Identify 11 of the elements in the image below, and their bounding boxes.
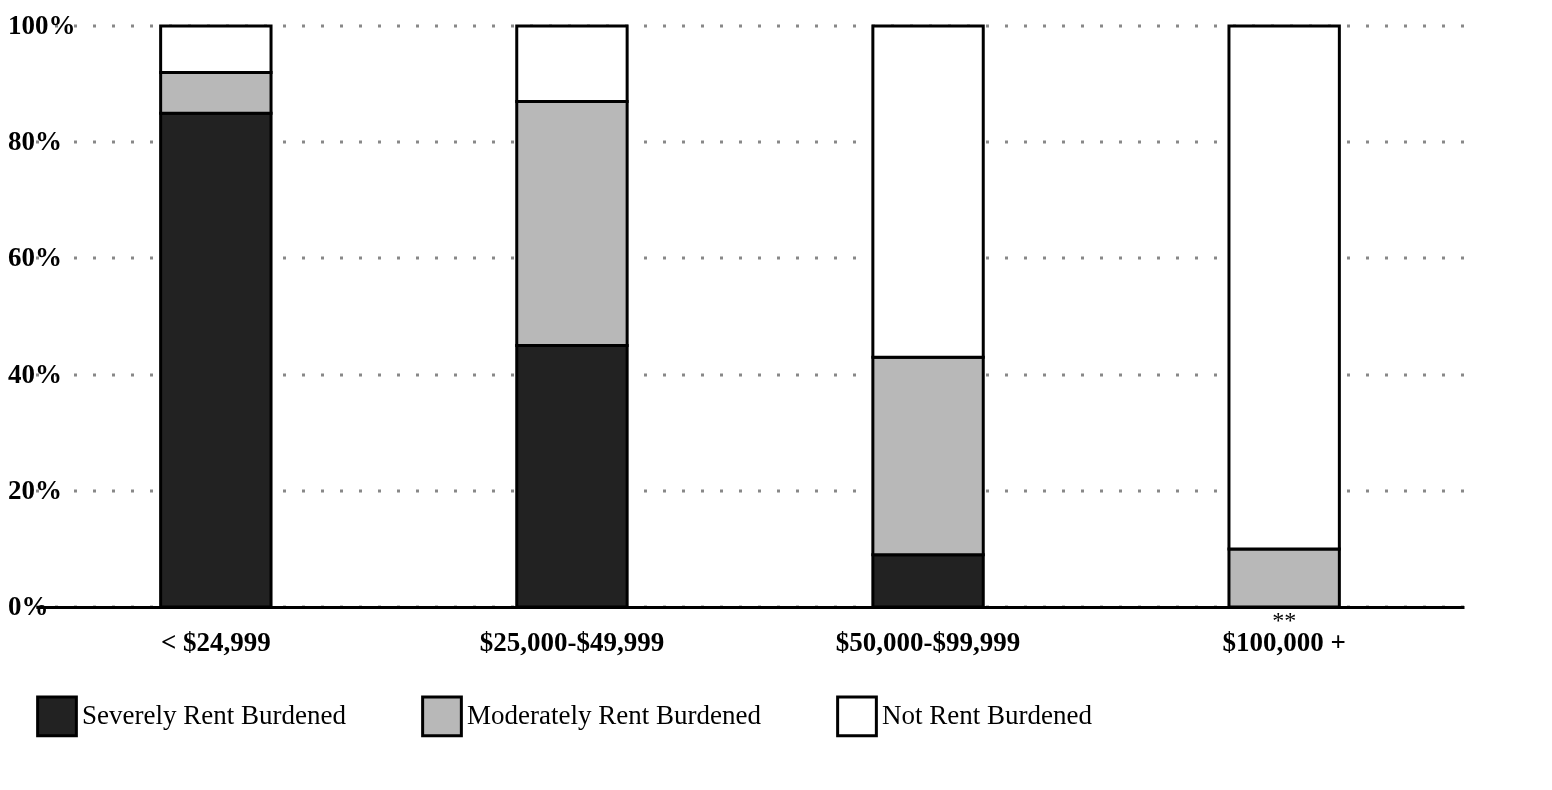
legend-label: Severely Rent Burdened: [82, 700, 347, 731]
x-tick-label: < $24,999: [160, 626, 271, 657]
legend-label: Moderately Rent Burdened: [467, 700, 762, 731]
legend-label: Not Rent Burdened: [882, 700, 1093, 731]
y-tick-label: 40%: [8, 358, 62, 389]
y-tick-label: 100%: [8, 10, 76, 40]
x-tick-label: $50,000-$99,999: [835, 626, 1021, 657]
y-tick-label: 60%: [8, 242, 62, 273]
y-tick-label: 20%: [8, 474, 62, 505]
x-tick-label: $25,000-$49,999: [479, 626, 665, 657]
y-tick-label: 80%: [8, 126, 62, 157]
